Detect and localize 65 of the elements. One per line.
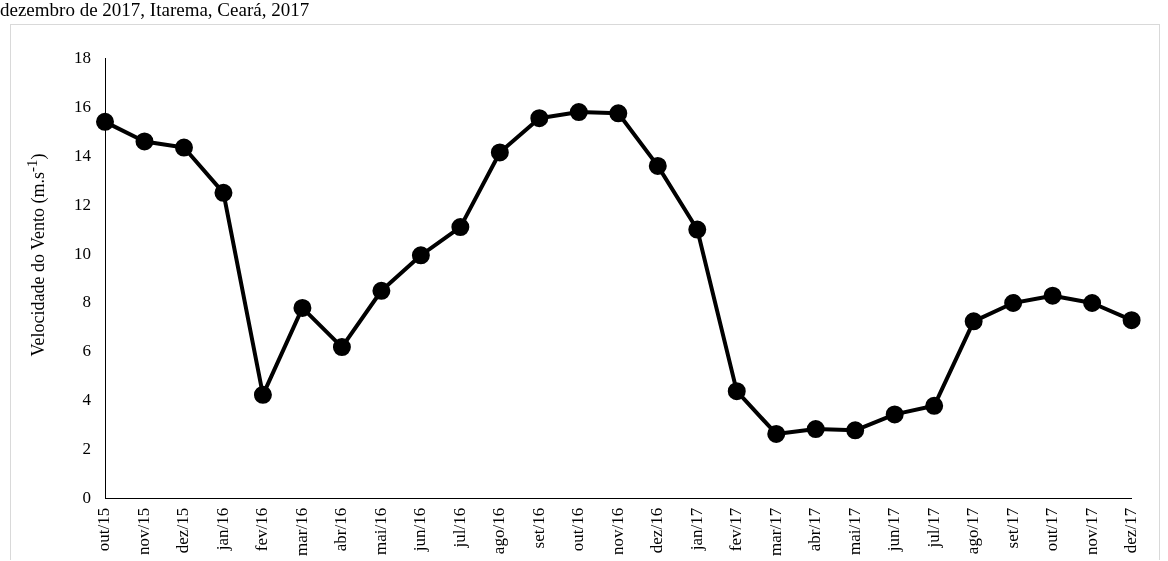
- x-tick-label: dez/16: [647, 507, 667, 554]
- point: [293, 298, 312, 317]
- point: [846, 421, 865, 440]
- x-tick-label: set/16: [528, 507, 548, 549]
- point: [648, 156, 667, 175]
- x-tick-label: ago/17: [963, 507, 983, 555]
- y-tick-label: 12: [74, 194, 91, 214]
- point: [1122, 311, 1141, 330]
- y-tick-label: 14: [74, 145, 92, 165]
- y-tick-label: 16: [74, 96, 91, 116]
- point: [767, 424, 786, 443]
- point: [253, 385, 272, 404]
- x-tick-label: jan/16: [212, 507, 232, 552]
- y-tick-label: 10: [74, 243, 91, 263]
- point: [332, 338, 351, 357]
- x-tick-label: out/16: [568, 507, 588, 552]
- point: [885, 405, 904, 424]
- x-tick-label: mar/17: [765, 507, 785, 556]
- x-tick-label: mai/16: [370, 507, 390, 556]
- point: [806, 420, 825, 439]
- point: [490, 143, 509, 162]
- chart-title: dezembro de 2017, Itarema, Ceará, 2017: [0, 0, 310, 20]
- point: [214, 183, 233, 202]
- x-tick-label: jun/16: [410, 507, 430, 553]
- x-tick-label: set/17: [1002, 507, 1022, 549]
- x-tick-label: fev/16: [252, 507, 272, 552]
- x-tick-label: jul/16: [449, 507, 469, 549]
- x-tick-label: nov/15: [133, 507, 153, 556]
- point: [96, 112, 114, 131]
- x-tick-label: out/17: [1042, 507, 1062, 552]
- point: [411, 246, 430, 265]
- x-tick-label: nov/16: [607, 507, 627, 556]
- y-tick-label: 2: [82, 439, 91, 459]
- x-tick-label: mar/16: [291, 507, 311, 556]
- x-tick-label: ago/16: [489, 507, 509, 555]
- point: [688, 220, 707, 239]
- y-tick-label: 18: [74, 47, 91, 67]
- point: [609, 104, 628, 123]
- x-tick-label: dez/17: [1121, 507, 1141, 554]
- point: [1083, 294, 1102, 312]
- point: [135, 132, 154, 151]
- x-tick-label: abr/16: [331, 507, 351, 552]
- y-tick-label: 6: [82, 341, 91, 361]
- x-tick-label: abr/17: [805, 507, 825, 552]
- point: [569, 103, 588, 122]
- y-tick-label: 4: [82, 390, 92, 410]
- point: [1004, 294, 1023, 312]
- x-tick-label: nov/17: [1081, 507, 1101, 556]
- point: [964, 312, 983, 331]
- x-tick-label: out/15: [94, 507, 114, 552]
- x-tick-label: mai/17: [844, 507, 864, 556]
- x-tick-label: jan/17: [686, 507, 706, 552]
- y-tick-label: 8: [82, 292, 91, 312]
- point: [372, 281, 391, 300]
- point: [530, 109, 549, 128]
- point: [925, 396, 944, 415]
- y-tick-label: 0: [82, 488, 91, 508]
- x-tick-label: jul/17: [923, 507, 943, 549]
- x-tick-label: dez/15: [173, 507, 193, 554]
- point: [1043, 286, 1062, 305]
- x-tick-label: fev/17: [726, 507, 746, 552]
- point: [174, 138, 193, 157]
- point: [727, 382, 746, 401]
- point: [451, 218, 470, 237]
- x-tick-label: jun/17: [884, 507, 904, 553]
